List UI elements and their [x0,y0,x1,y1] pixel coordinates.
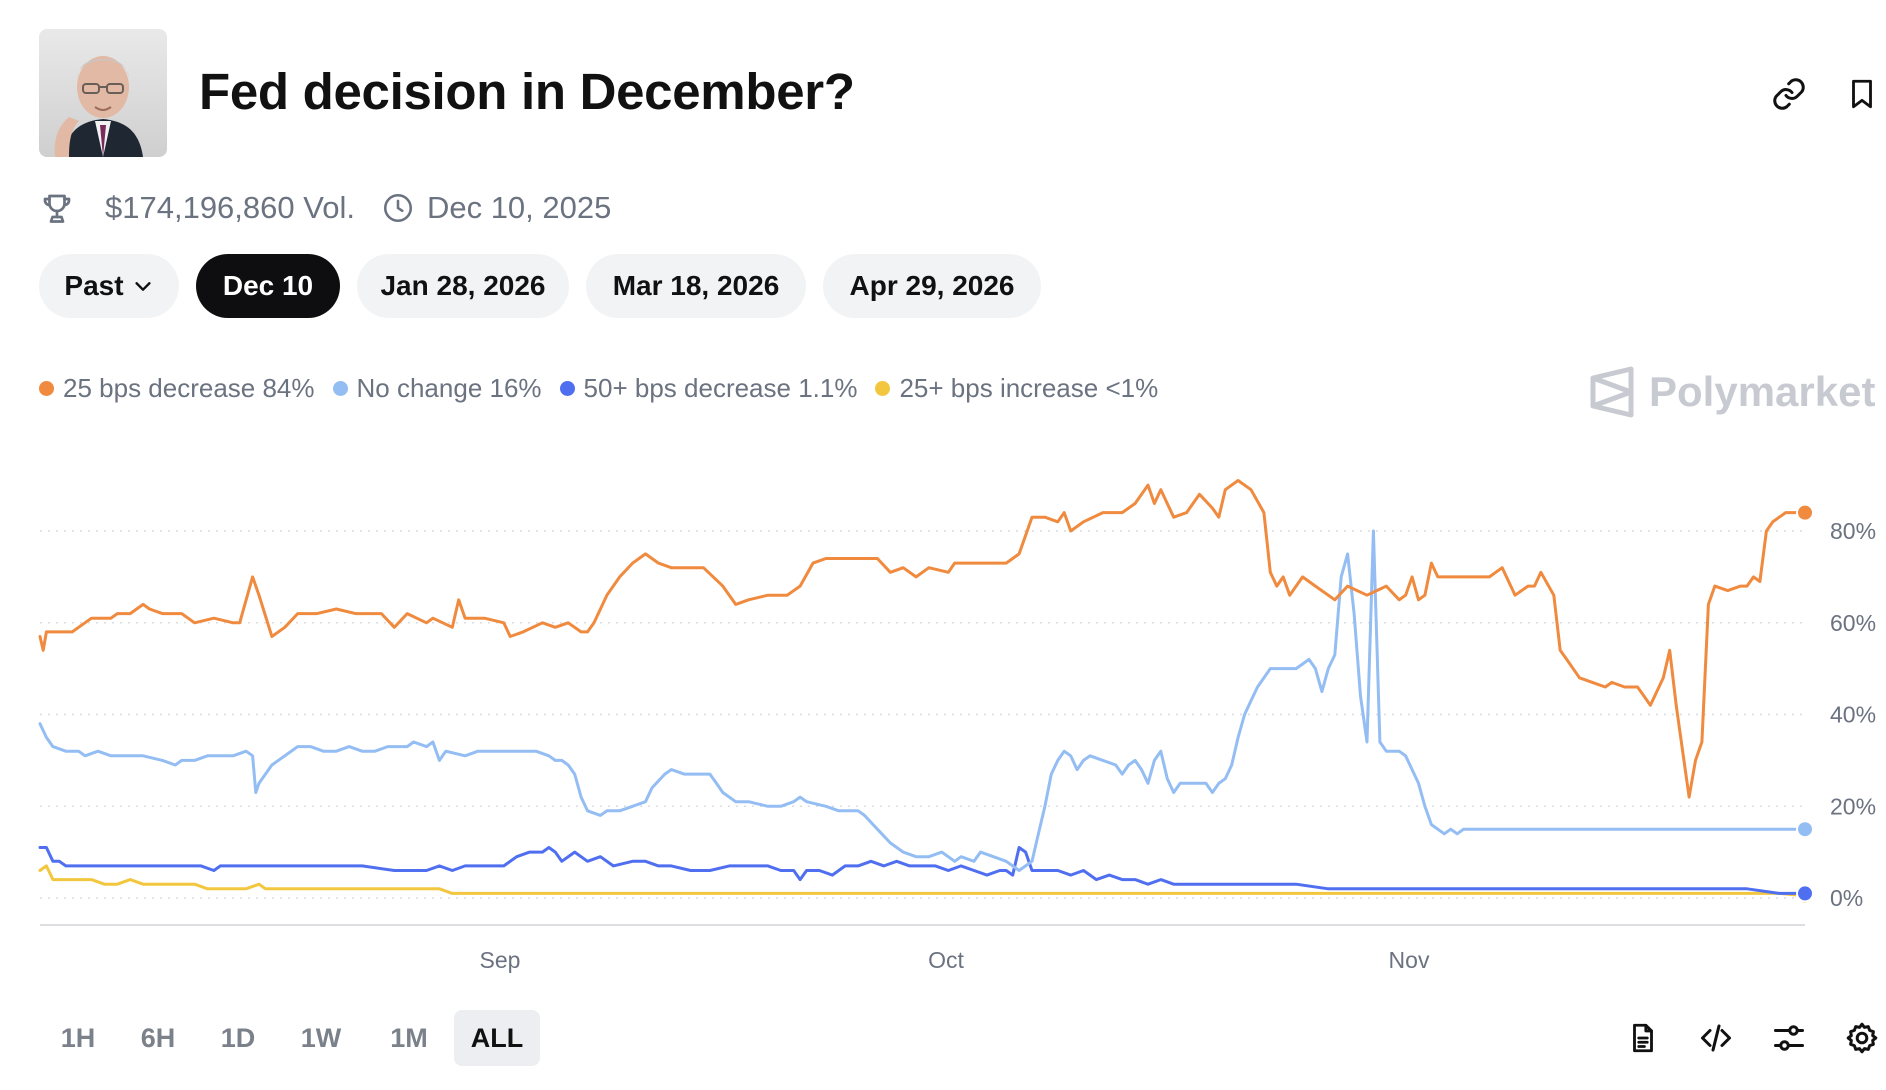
legend-dot [332,381,348,396]
tab-jan-28-2026[interactable]: Jan 28, 2026 [357,254,569,318]
trophy-icon [39,190,75,226]
polymarket-watermark: Polymarket [1589,366,1875,418]
brand-text: Polymarket [1649,368,1876,415]
tab-apr-29-2026[interactable]: Apr 29, 2026 [823,254,1041,318]
y-tick-label: 20% [1830,793,1876,819]
legend-label: 25 bps decrease 84% [63,373,315,403]
gear-icon[interactable] [1840,1016,1884,1060]
x-tick-label: Sep [480,947,521,973]
link-icon[interactable] [1767,72,1811,116]
legend-label: 25+ bps increase <1% [899,373,1159,403]
past-dropdown[interactable]: Past [39,254,179,318]
legend-label: 50+ bps decrease 1.1% [583,373,858,403]
legend-item-25-bps-increase: 25+ bps increase <1% [875,373,1158,404]
market-title: Fed decision in December? [199,63,855,120]
portrait-image [39,29,167,157]
document-icon[interactable] [1621,1016,1665,1060]
series-endpoint [1796,503,1814,522]
y-axis: 0% 20% 40% 60% 80% [1830,518,1876,911]
y-tick-label: 40% [1830,702,1876,728]
y-tick-label: 80% [1830,518,1876,544]
polymarket-logo-icon [1589,366,1635,418]
probability-chart[interactable]: 0% 20% 40% 60% 80% Sep Oct Nov [0,440,1886,980]
y-tick-label: 0% [1830,885,1863,911]
legend-item-25-bps-decrease: 25 bps decrease 84% [39,373,315,404]
legend-item-no-change: No change 16% [332,373,542,404]
range-1h[interactable]: 1H [60,1022,96,1053]
series-line-no-change [38,529,1807,872]
series-lines [38,479,1814,905]
tab-mar-18-2026[interactable]: Mar 18, 2026 [586,254,806,318]
end-date-text: Dec 10, 2025 [426,190,612,225]
legend-dot [559,381,575,396]
clock-icon [381,191,415,225]
sliders-icon[interactable] [1767,1016,1811,1060]
chart-legend: 25 bps decrease 84% No change 16% 50+ bp… [39,373,1176,404]
series-line-25-bps-increase [38,864,1807,898]
x-tick-label: Oct [928,947,964,973]
range-1m[interactable]: 1M [390,1022,428,1053]
series-line-25-bps-decrease [38,479,1807,799]
series-endpoint [1796,884,1814,903]
range-1d[interactable]: 1D [220,1022,256,1053]
range-6h[interactable]: 6H [140,1022,176,1053]
legend-dot [875,381,891,396]
series-line-50-bps-decrease [38,846,1807,895]
legend-label: No change 16% [356,373,542,403]
code-icon[interactable] [1694,1016,1738,1060]
market-thumbnail [39,29,167,157]
y-tick-label: 60% [1830,610,1876,636]
legend-item-50-bps-decrease: 50+ bps decrease 1.1% [559,373,858,404]
range-1w[interactable]: 1W [300,1022,342,1053]
chevron-down-icon [132,275,154,297]
series-endpoint [1796,820,1814,839]
tab-dec-10[interactable]: Dec 10 [196,254,340,318]
x-tick-label: Nov [1389,947,1430,973]
x-axis: Sep Oct Nov [480,947,1430,973]
volume-text: $174,196,860 Vol. [105,190,355,225]
meta-row: $174,196,860 Vol. Dec 10, 2025 [39,190,611,226]
bookmark-icon[interactable] [1840,72,1884,116]
chart-grid [40,530,1805,926]
legend-dot [39,381,54,396]
past-label: Past [64,270,124,301]
range-all[interactable]: ALL [454,1010,540,1066]
